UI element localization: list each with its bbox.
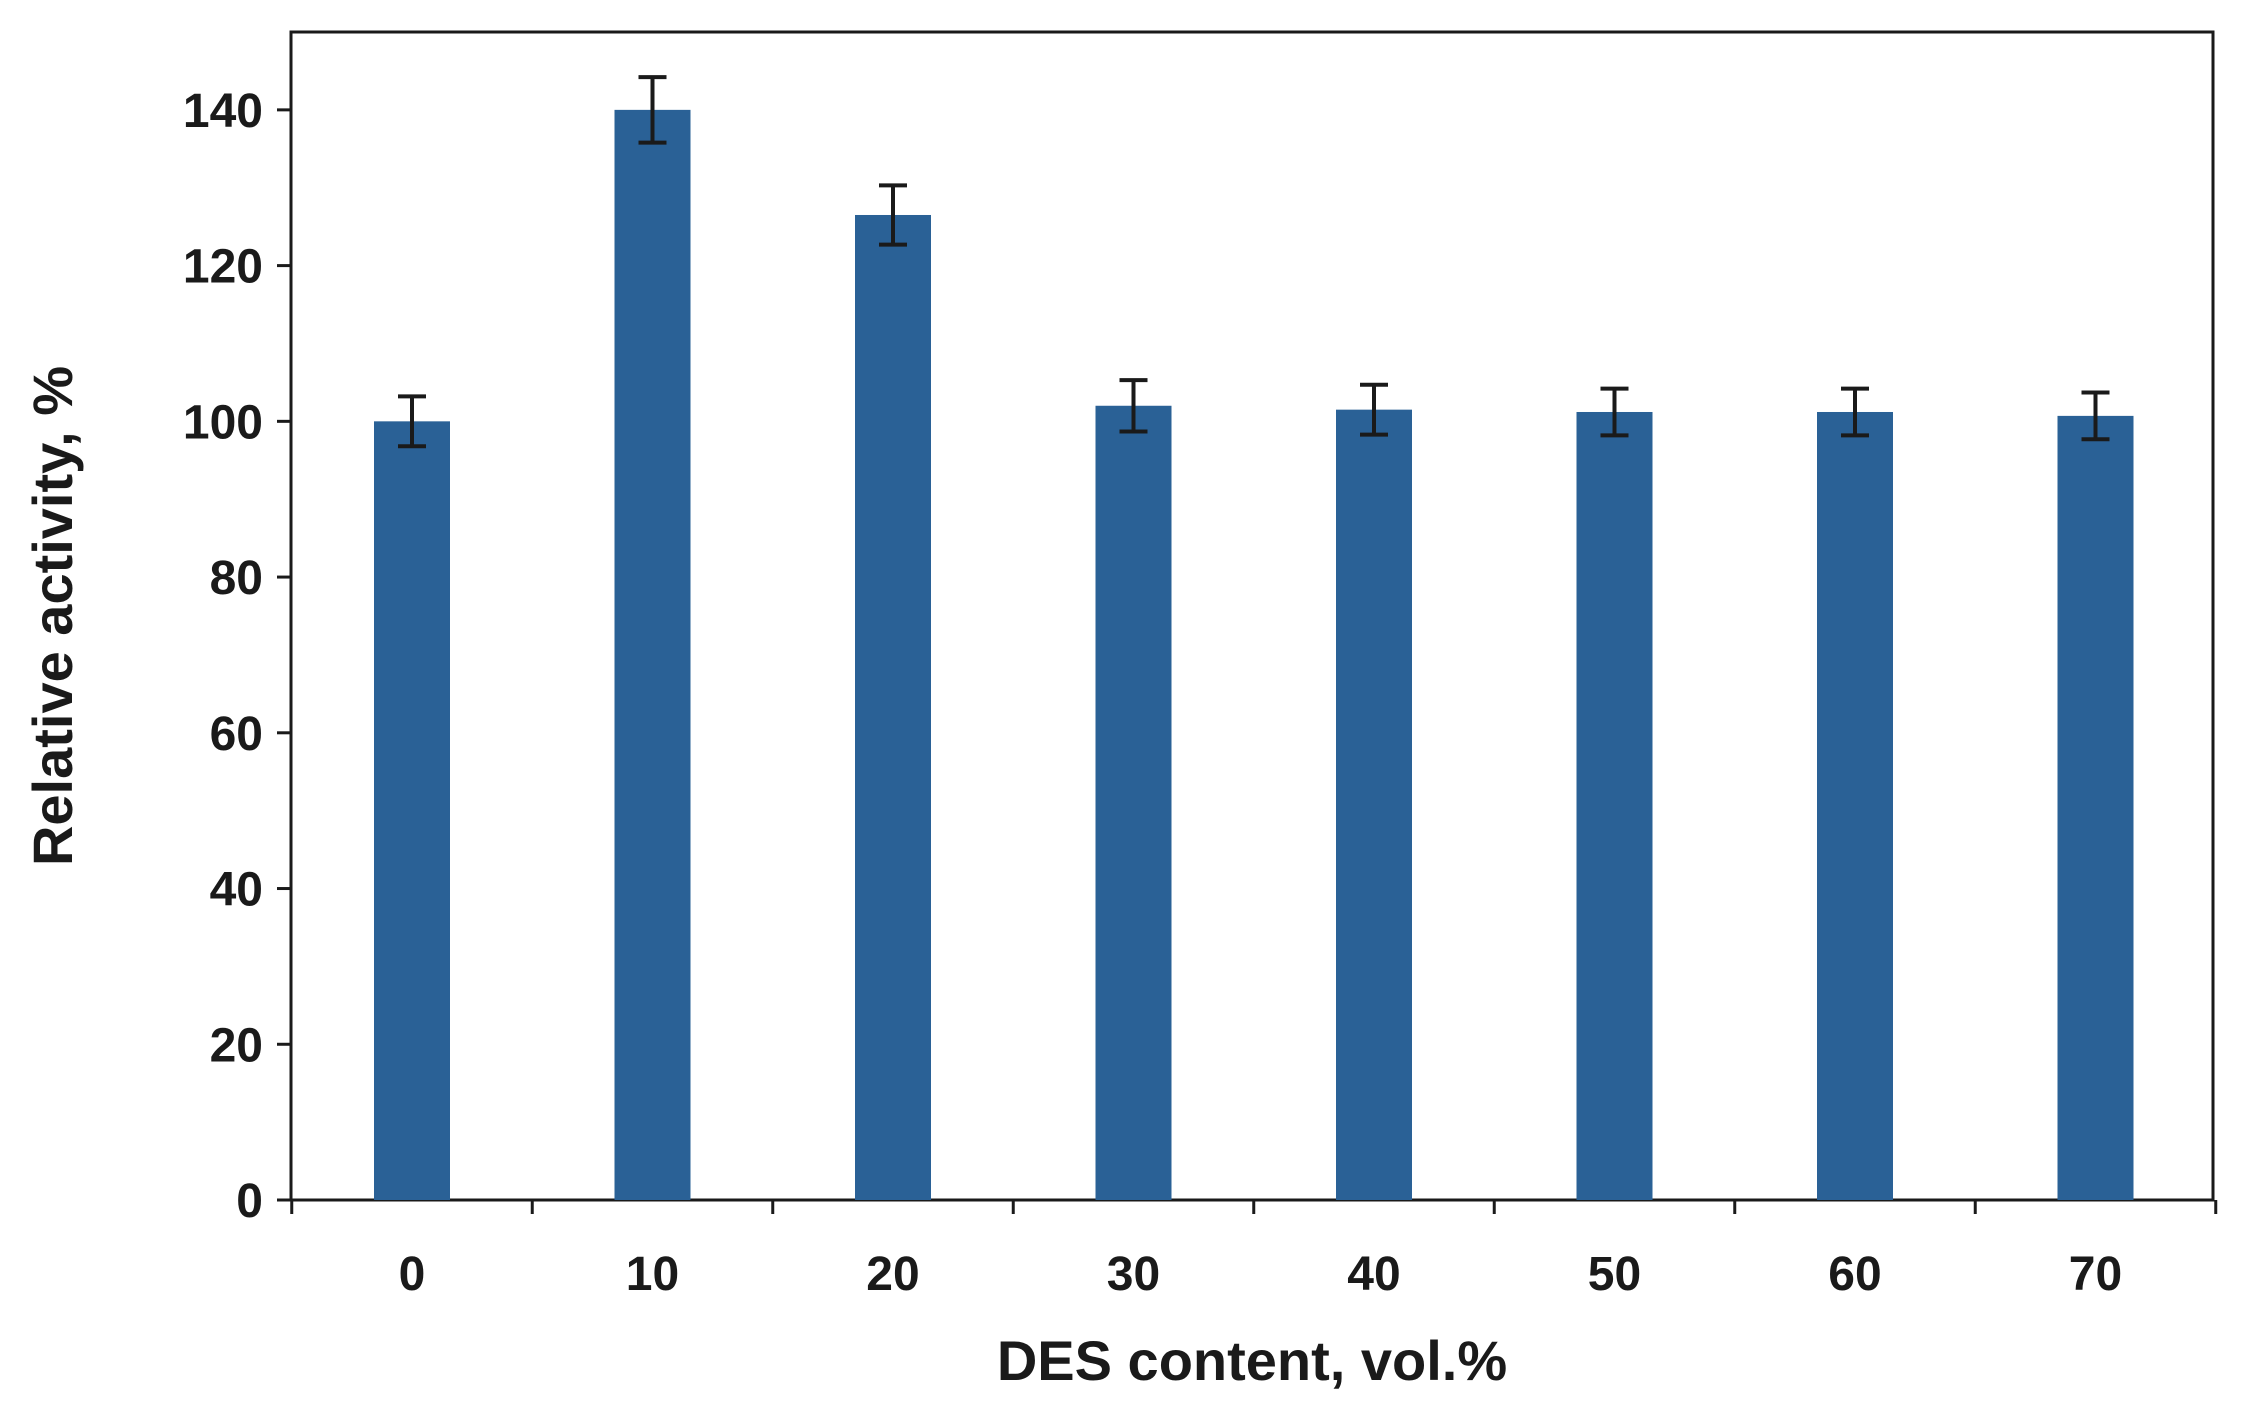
y-tick-label: 140	[183, 85, 263, 138]
error-bars-group	[398, 75, 2110, 449]
bar-30	[1095, 405, 1172, 1200]
x-tick-label: 30	[1107, 1248, 1160, 1301]
bar-40	[1336, 409, 1412, 1200]
x-tick-label: 50	[1588, 1248, 1641, 1301]
bar-50	[1576, 411, 1653, 1200]
bar-70	[2057, 415, 2134, 1200]
plot-frame	[289, 30, 2215, 1202]
y-axis: 0 20 40 60 80 100 120 140	[183, 85, 291, 1228]
x-axis-title: DES content, vol.%	[997, 1329, 1507, 1392]
bar-0	[374, 421, 450, 1200]
y-tick-label: 120	[183, 241, 263, 294]
bars-group	[374, 109, 2134, 1200]
y-tick-label: 100	[183, 396, 263, 449]
y-tick-label: 60	[210, 708, 263, 761]
x-tick-label: 60	[1828, 1248, 1881, 1301]
bar-60	[1817, 411, 1893, 1200]
y-axis-title: Relative activity, %	[21, 366, 84, 866]
x-tick-label: 40	[1347, 1248, 1400, 1301]
x-tick-label: 70	[2069, 1248, 2122, 1301]
y-tick-label: 80	[210, 552, 263, 605]
bar-20	[855, 214, 931, 1200]
y-tick-label: 40	[210, 864, 263, 917]
x-tick-label: 10	[626, 1248, 679, 1301]
x-tick-label: 0	[399, 1248, 426, 1301]
y-tick-label: 20	[210, 1019, 263, 1072]
y-tick-label: 0	[236, 1175, 263, 1228]
x-tick-label: 20	[866, 1248, 919, 1301]
bar-10	[614, 109, 691, 1200]
x-axis: 0 10 20 30 40 50 60 70	[290, 1200, 2218, 1301]
